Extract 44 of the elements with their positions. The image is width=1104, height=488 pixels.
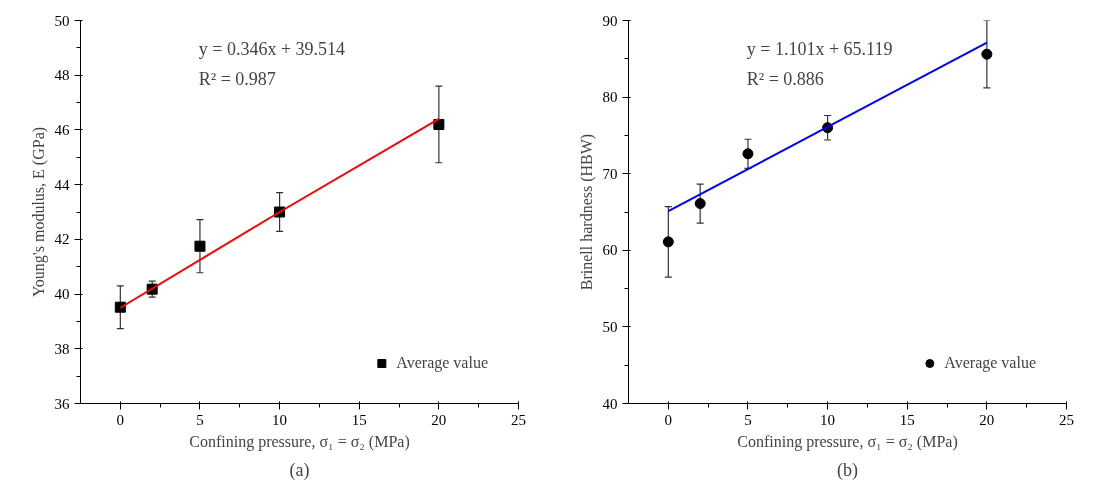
annotation: R² = 0.987 <box>198 69 276 90</box>
y-tick-label: 48 <box>54 67 70 84</box>
y-tick-label: 50 <box>54 12 70 29</box>
x-tick-label: 20 <box>979 411 995 428</box>
y-axis-title: Brinell hardness (HBW) <box>577 133 596 291</box>
annotation: R² = 0.886 <box>746 69 824 90</box>
y-tick-label: 40 <box>54 286 70 303</box>
y-tick-label: 90 <box>602 12 618 29</box>
text: (a) <box>289 459 310 481</box>
y-axis-title: Young's modulus, E (GPa) <box>29 126 48 298</box>
y-tick-label: 40 <box>602 395 618 412</box>
y-tick-label: 70 <box>602 165 618 182</box>
legend-label: Average value <box>944 354 1036 372</box>
x-tick-label: 10 <box>820 411 836 428</box>
y-tick-label: 80 <box>602 89 618 106</box>
x-tick-label: 0 <box>116 411 125 428</box>
x-axis-title: Confining pressure, σ₁ = σ₂ (MPa) <box>737 432 958 451</box>
x-tick-label: 0 <box>664 411 673 428</box>
y-tick-label: 46 <box>54 121 70 138</box>
y-tick-label: 50 <box>602 318 618 335</box>
annotation: y = 0.346x + 39.514 <box>198 38 346 59</box>
x-tick-label: 25 <box>511 411 526 428</box>
x-tick-label: 15 <box>351 411 367 428</box>
point <box>981 48 993 60</box>
annotation: y = 1.101x + 65.119 <box>746 38 893 59</box>
point <box>433 118 445 130</box>
x-tick-label: 15 <box>899 411 915 428</box>
y-tick-label: 60 <box>602 242 618 259</box>
y-tick-label: 38 <box>54 340 70 357</box>
x-tick-label: 5 <box>196 411 204 428</box>
y-tick-label: 36 <box>54 395 70 412</box>
point <box>694 198 706 210</box>
legend-label: Average value <box>396 354 488 372</box>
x-tick-label: 5 <box>744 411 752 428</box>
point <box>194 240 206 252</box>
text: (b) <box>837 459 859 481</box>
point <box>662 236 674 248</box>
x-tick-label: 10 <box>272 411 288 428</box>
x-axis-title: Confining pressure, σ₁ = σ₂ (MPa) <box>189 432 410 451</box>
y-tick-label: 44 <box>54 176 70 193</box>
point <box>742 148 754 160</box>
x-tick-label: 25 <box>1059 411 1074 428</box>
x-tick-label: 20 <box>431 411 447 428</box>
y-tick-label: 42 <box>54 231 70 248</box>
